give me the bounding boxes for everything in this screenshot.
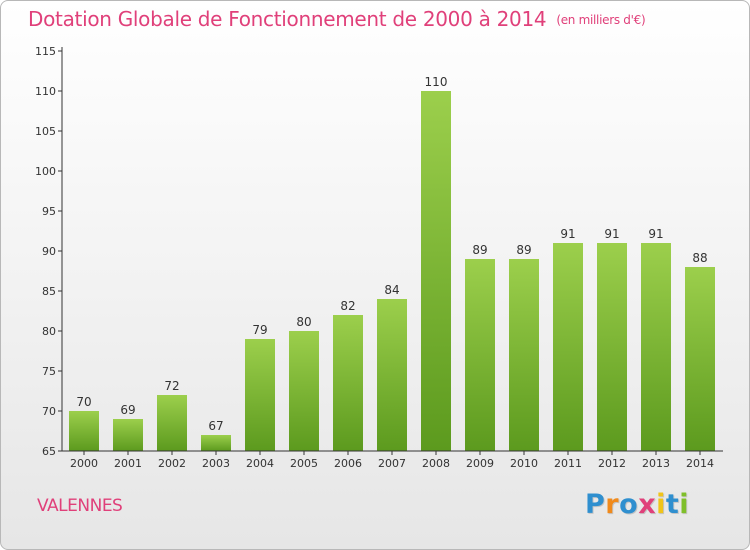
- bar-2008: [421, 91, 451, 451]
- bar-2006: [333, 315, 363, 451]
- x-tick-label: 2005: [290, 457, 318, 470]
- bar-2007: [377, 299, 407, 451]
- x-tick-label: 2004: [246, 457, 274, 470]
- x-tick-label: 2003: [202, 457, 230, 470]
- y-tick-label: 70: [42, 405, 56, 418]
- bar-2004: [245, 339, 275, 451]
- bar-2009: [465, 259, 495, 451]
- data-label-2005: 80: [296, 315, 311, 329]
- x-tick-label: 2001: [114, 457, 142, 470]
- proxiti-logo: Proxiti: [585, 489, 689, 520]
- data-label-2014: 88: [692, 251, 707, 265]
- logo-letter: P: [585, 489, 606, 520]
- y-tick-label: 110: [35, 85, 56, 98]
- bars: 70 69 72 67 79 80 82 84 110 89 89 91 91 91 88: [69, 75, 715, 451]
- chart-title-text: Dotation Globale de Fonctionnement de 20…: [28, 7, 547, 31]
- chart-title: Dotation Globale de Fonctionnement de 20…: [28, 7, 646, 31]
- x-tick-label: 2002: [158, 457, 186, 470]
- data-label-2001: 69: [120, 403, 135, 417]
- bar-2014: [685, 267, 715, 451]
- data-label-2012: 91: [604, 227, 619, 241]
- logo-letter: r: [605, 489, 620, 520]
- chart-subtitle: (en milliers d'€): [556, 13, 646, 27]
- x-tick-label: 2007: [378, 457, 406, 470]
- bar-2003: [201, 435, 231, 451]
- logo-letter: t: [665, 489, 680, 520]
- y-tick-label: 85: [42, 285, 56, 298]
- bar-2005: [289, 331, 319, 451]
- data-label-2013: 91: [648, 227, 663, 241]
- logo-letter: i: [656, 489, 666, 520]
- bar-2010: [509, 259, 539, 451]
- data-label-2000: 70: [76, 395, 91, 409]
- data-label-2004: 79: [252, 323, 267, 337]
- data-label-2008: 110: [425, 75, 448, 89]
- data-label-2006: 82: [340, 299, 355, 313]
- y-tick-label: 90: [42, 245, 56, 258]
- bar-2000: [69, 411, 99, 451]
- y-tick-label: 95: [42, 205, 56, 218]
- commune-name: VALENNES: [37, 496, 123, 516]
- x-axis: 2000 2001 2002 2003 2004 2005 2006 2007 2008 2009…: [62, 450, 723, 470]
- data-label-2002: 72: [164, 379, 179, 393]
- x-tick-label: 2012: [598, 457, 626, 470]
- logo-letter: o: [619, 489, 639, 520]
- y-tick-label: 75: [42, 365, 56, 378]
- y-tick-label: 80: [42, 325, 56, 338]
- bar-2011: [553, 243, 583, 451]
- x-tick-label: 2009: [466, 457, 494, 470]
- bar-2013: [641, 243, 671, 451]
- data-label-2010: 89: [516, 243, 531, 257]
- logo-letter: i: [679, 489, 690, 520]
- x-tick-label: 2011: [554, 457, 582, 470]
- y-tick-label: 100: [35, 165, 56, 178]
- logo-letter: x: [638, 489, 657, 520]
- y-tick-label: 65: [42, 445, 56, 458]
- x-tick-label: 2010: [510, 457, 538, 470]
- bar-2002: [157, 395, 187, 451]
- data-label-2009: 89: [472, 243, 487, 257]
- bar-2001: [113, 419, 143, 451]
- y-tick-label: 105: [35, 125, 56, 138]
- x-tick-label: 2000: [70, 457, 98, 470]
- x-tick-label: 2008: [422, 457, 450, 470]
- data-label-2003: 67: [208, 419, 223, 433]
- y-tick-label: 115: [35, 45, 56, 58]
- y-axis: 65 70 75 80 85 90 95 100 105 110 115: [35, 45, 63, 458]
- x-tick-label: 2006: [334, 457, 362, 470]
- data-label-2011: 91: [560, 227, 575, 241]
- bar-2012: [597, 243, 627, 451]
- x-tick-label: 2014: [686, 457, 714, 470]
- data-label-2007: 84: [384, 283, 399, 297]
- x-tick-label: 2013: [642, 457, 670, 470]
